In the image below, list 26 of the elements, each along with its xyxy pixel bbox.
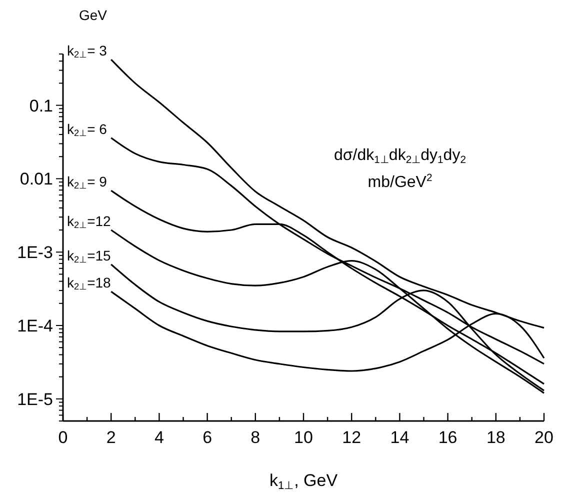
series-label: k$_{2⊥}$= 9	[67, 174, 108, 191]
x-tick-label: 10	[294, 428, 313, 447]
y-tick-label: 1E-5	[17, 390, 53, 409]
x-tick-label: 20	[534, 428, 554, 447]
x-tick-label: 16	[438, 428, 458, 447]
x-tick-label: 4	[154, 428, 164, 447]
x-tick-label: 2	[106, 428, 116, 447]
x-axis-title: k$_{1⊥}$, GeV	[269, 471, 338, 492]
series-label: k$_{2⊥}$=15	[67, 247, 112, 265]
y-tick-label: 0.1	[29, 96, 53, 116]
series-label: k$_{2⊥}$= 3	[67, 42, 108, 60]
series-label: k$_{2⊥}$= 6	[67, 120, 108, 138]
y-tick-label: 0.01	[20, 170, 53, 189]
x-tick-label: 18	[486, 428, 506, 447]
annotation: mb/GeV$^{2}$	[368, 173, 432, 191]
series-label: k$_{2⊥}$=18	[67, 274, 112, 292]
x-tick-label: 0	[58, 428, 68, 447]
x-tick-label: 14	[390, 428, 410, 447]
legend-title: GeV	[78, 7, 108, 23]
x-tick-label: 8	[250, 428, 260, 447]
x-tick-label: 12	[342, 428, 362, 447]
y-tick-label: 1E-3	[17, 243, 53, 262]
y-tick-label: 1E-4	[17, 316, 53, 336]
x-tick-label: 6	[202, 428, 212, 447]
annotation: dσ/dk$_{1⊥}$dk$_{2⊥}$dy$_{1}$dy$_{2}$	[334, 147, 466, 166]
series-label: k$_{2⊥}$=12	[67, 213, 112, 230]
